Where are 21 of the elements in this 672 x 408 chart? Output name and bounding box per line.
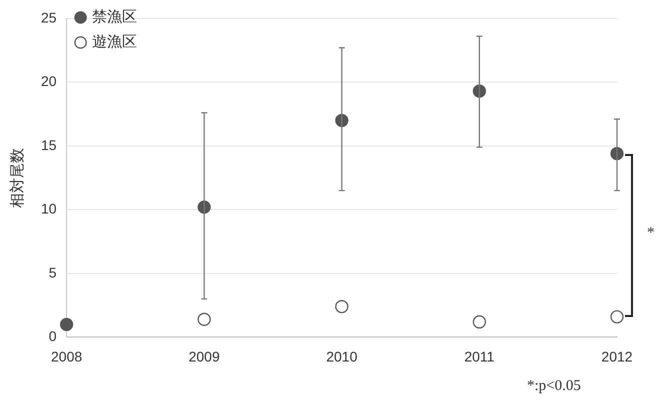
x-tick-label: 2009 <box>188 348 220 364</box>
legend-label: 遊漁区 <box>92 32 138 50</box>
y-tick-label: 15 <box>40 136 57 153</box>
point <box>472 315 486 328</box>
x-tick-label: 2012 <box>601 348 633 364</box>
y-tick-label: 0 <box>48 328 57 344</box>
x-tick-label: 2011 <box>464 348 495 364</box>
y-axis-title: 相対尾数 <box>8 148 26 208</box>
y-tick-label: 10 <box>40 200 57 217</box>
x-tick-label: 2010 <box>326 348 358 364</box>
point <box>198 312 211 326</box>
y-tick-label: 5 <box>48 264 57 280</box>
point <box>60 318 74 332</box>
y-tick-label: 20 <box>40 73 57 90</box>
x-tick-label: 2008 <box>50 348 82 364</box>
point <box>335 300 348 314</box>
point <box>610 310 624 324</box>
text: * <box>647 225 654 242</box>
legend-label: 禁漁区 <box>92 7 138 26</box>
text: *:p<0.05 <box>527 378 581 395</box>
y-tick-label: 25 <box>40 9 57 26</box>
